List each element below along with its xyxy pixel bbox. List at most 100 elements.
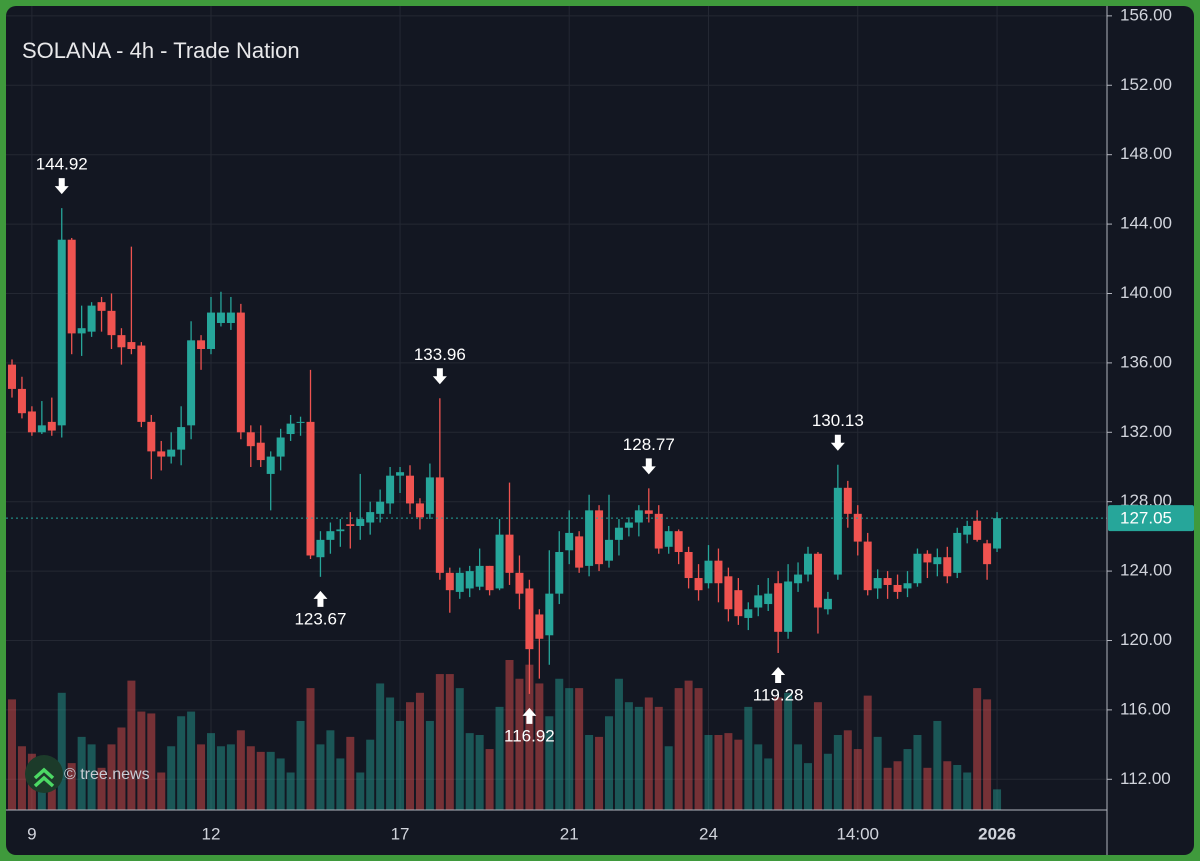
low-label: 123.67 <box>294 609 346 628</box>
candle-body <box>67 239 76 334</box>
volume-bar <box>326 730 335 810</box>
candle-body <box>366 512 375 523</box>
candle-body <box>993 518 1002 549</box>
volume-bar <box>137 711 146 810</box>
volume-bar <box>77 736 86 810</box>
x-tick-label: 12 <box>202 824 221 843</box>
volume-bar <box>435 674 444 810</box>
low-label: 116.92 <box>504 726 555 745</box>
high-label: 130.13 <box>812 411 864 430</box>
last-price-label: 127.05 <box>1120 509 1172 528</box>
candle-body <box>595 510 604 565</box>
candle-body <box>704 560 713 584</box>
candle-body <box>246 432 255 447</box>
low-label: 119.28 <box>753 685 804 704</box>
candle-body <box>963 525 972 535</box>
x-tick-label: 2026 <box>978 824 1016 843</box>
volume-bar <box>266 751 275 810</box>
candle-body <box>415 503 424 518</box>
candle-body <box>236 312 245 433</box>
volume-bar <box>973 688 982 810</box>
candle-body <box>833 487 842 575</box>
volume-bar <box>794 744 803 810</box>
candle-body <box>654 513 663 549</box>
candle-body <box>495 534 504 589</box>
candle-body <box>943 557 952 577</box>
candle-body <box>47 421 56 431</box>
candle-body <box>97 302 106 311</box>
volume-bar <box>276 758 285 810</box>
candle-body <box>813 553 822 608</box>
candle-body <box>784 581 793 632</box>
volume-bar <box>246 746 255 810</box>
volume-bar <box>923 767 932 810</box>
candle-body <box>724 576 733 610</box>
volume-bar <box>694 688 703 810</box>
volume-bar <box>187 711 196 810</box>
volume-bar <box>585 735 594 810</box>
volume-bar <box>764 758 773 810</box>
volume-bar <box>316 744 325 810</box>
candle-body <box>545 593 554 636</box>
volume-bar <box>565 688 574 810</box>
candle-body <box>17 388 26 414</box>
y-tick-label: 124.00 <box>1120 561 1172 580</box>
y-tick-label: 152.00 <box>1120 75 1172 94</box>
volume-bar <box>903 749 912 810</box>
candle-body <box>8 364 16 389</box>
candle-body <box>624 522 633 528</box>
volume-bar <box>425 720 434 810</box>
candle-body <box>465 571 474 589</box>
candle-body <box>933 557 942 565</box>
candle-body <box>953 532 962 573</box>
volume-bar <box>674 688 683 810</box>
candle-body <box>634 510 643 523</box>
candle-body <box>843 487 852 514</box>
volume-bar <box>67 763 76 810</box>
candle-body <box>226 312 235 323</box>
candle-body <box>286 423 295 435</box>
volume-bar <box>505 660 514 810</box>
volume-bar <box>197 744 206 810</box>
candle-body <box>425 477 434 514</box>
candle-body <box>276 437 285 457</box>
volume-bar <box>595 736 604 810</box>
volume-bar <box>117 727 126 810</box>
candle-body <box>87 305 96 332</box>
candle-body <box>644 510 653 514</box>
volume-bar <box>306 688 315 810</box>
volume-bar <box>933 720 942 810</box>
candle-body <box>177 427 186 450</box>
candle-body <box>774 583 783 632</box>
logo-mark <box>33 767 55 788</box>
candle-body <box>734 590 743 617</box>
volume-bar <box>953 765 962 810</box>
candle-body <box>336 529 345 532</box>
candle-body <box>883 578 892 585</box>
candle-body <box>326 531 335 540</box>
volume-bar <box>256 751 265 810</box>
high-label: 128.77 <box>623 435 675 454</box>
candle-body <box>386 475 395 504</box>
candle-body <box>406 475 414 504</box>
volume-bar <box>157 772 166 810</box>
y-tick-label: 132.00 <box>1120 422 1172 441</box>
high-arrow <box>54 178 69 195</box>
volume-bar <box>873 736 882 810</box>
candle-body <box>515 572 524 594</box>
candle-body <box>505 534 514 573</box>
candle-body <box>605 539 613 561</box>
volume-bar <box>415 692 424 810</box>
volume-bar <box>664 746 673 810</box>
volume-bar <box>774 697 783 810</box>
candle-body <box>664 531 673 547</box>
volume-bar <box>226 744 235 810</box>
volume-bar <box>883 767 892 810</box>
candle-body <box>754 595 763 608</box>
candle-body <box>694 578 703 591</box>
last-price-box <box>1108 505 1194 532</box>
volume-bar <box>336 758 345 810</box>
candle-body <box>445 572 454 591</box>
volume-bar <box>485 749 494 810</box>
